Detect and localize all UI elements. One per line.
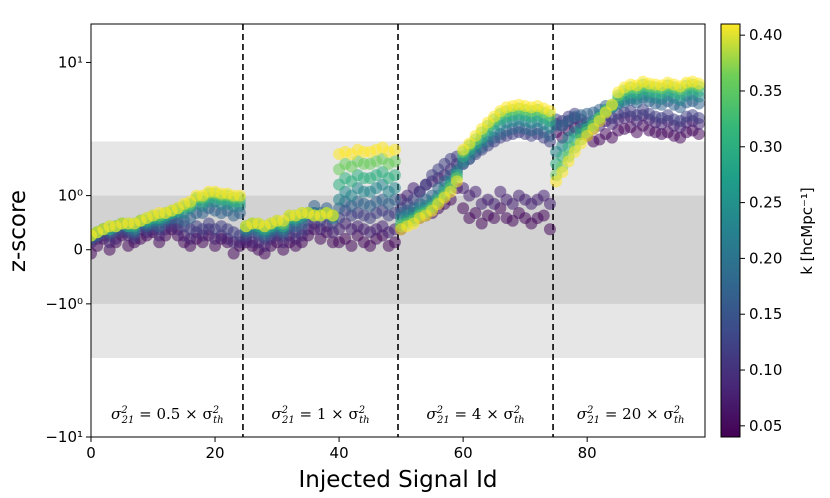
data-point [388,155,401,168]
y-tick-label: 10⁰ [58,187,83,205]
data-point [593,114,606,127]
data-point [605,98,618,111]
data-point [388,182,401,195]
data-point [388,236,401,249]
x-tick-label: 20 [205,444,224,462]
variance-annotation-2: σ2 21 = 4 × σ2 th [426,405,524,426]
colorbar [720,23,741,438]
colorbar-tick-label: 0.10 [749,361,782,379]
data-point [543,129,556,142]
x-tick-label: 40 [330,444,349,462]
y-axis: 10¹ 10⁰ 0 −10⁰ −10¹ [45,53,91,446]
colorbar-tick-label: 0.30 [749,138,782,156]
data-point [543,197,556,210]
colorbar-tick-label: 0.25 [749,194,782,212]
data-point [562,155,575,168]
data-point [488,197,501,210]
data-point [506,197,519,210]
data-point [550,175,563,188]
data-point [419,178,432,191]
data-point [692,128,705,141]
x-tick-label: 80 [578,444,597,462]
x-tick-label: 0 [86,444,96,462]
x-axis-title: Injected Signal Id [299,467,498,493]
data-point [345,239,358,252]
colorbar-tick-label: 0.15 [749,305,782,323]
data-point [692,77,705,90]
x-tick-label: 60 [454,444,473,462]
data-point [537,209,550,222]
data-point [543,105,556,118]
region-divider-lines [242,24,554,437]
annotations: σ2 21 = 0.5 × σ2 th σ2 21 = 1 × σ2 th σ2 21 = 4… [111,405,684,426]
data-point [469,185,482,198]
colorbar-tick-label: 0.35 [749,82,782,100]
colorbar-ticks: 0.05 0.10 0.15 0.20 0.25 0.30 0.35 0.40 [740,26,782,435]
colorbar-tick-label: 0.20 [749,249,782,267]
x-axis: 0 20 40 60 80 [86,437,597,462]
data-point [388,143,401,156]
data-point [543,223,556,236]
y-tick-label: 10¹ [58,53,83,71]
y-tick-label: −10⁰ [45,295,83,313]
data-point [568,145,581,158]
data-point [233,189,246,202]
plot-frame [90,23,706,438]
data-point [326,209,339,222]
data-point [556,166,569,179]
y-tick-label: −10¹ [45,428,83,446]
data-point [537,189,550,202]
variance-annotation-3: σ2 21 = 20 × σ2 th [577,405,685,426]
data-point [469,207,482,220]
colorbar-title: k [hcMpc⁻¹] [798,187,816,275]
data-points [91,75,705,260]
y-tick-label: 0 [73,241,83,259]
data-point [444,185,457,198]
data-point [488,212,501,225]
data-point [692,112,705,125]
y-axis-title: z-score [5,190,31,272]
data-point [388,169,401,182]
data-point [450,175,463,188]
variance-annotation-1: σ2 21 = 1 × σ2 th [271,405,369,426]
variance-annotation-0: σ2 21 = 0.5 × σ2 th [111,405,224,426]
colorbar-tick-label: 0.40 [749,26,782,44]
data-point [457,202,470,215]
colorbar-tick-label: 0.05 [749,417,782,435]
